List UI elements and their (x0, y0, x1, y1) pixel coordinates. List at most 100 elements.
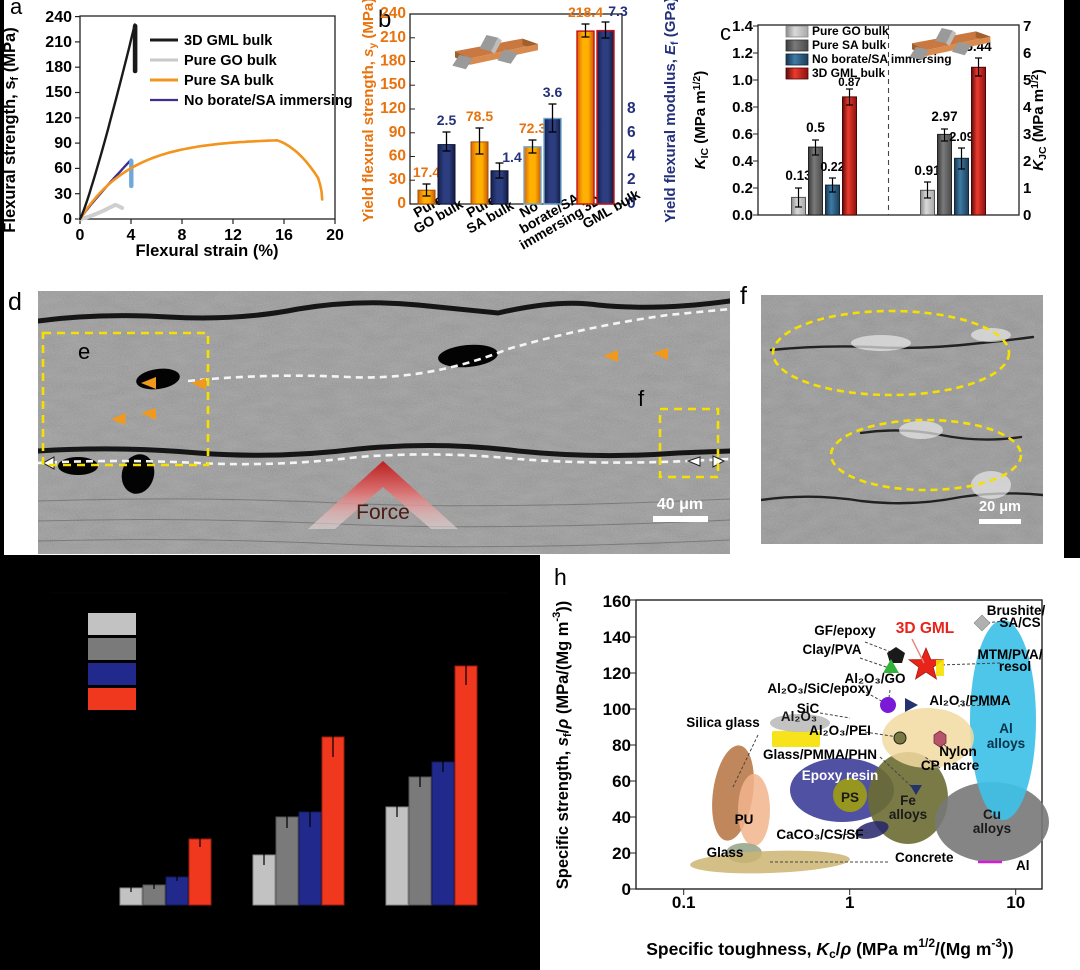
svg-text:GF/epoxy: GF/epoxy (814, 623, 876, 638)
svg-text:Specific strength, sf/ρ (MPa/(: Specific strength, sf/ρ (MPa/(Mg m-3)) (551, 601, 574, 889)
svg-text:Pure SA bulk: Pure SA bulk (142, 641, 235, 658)
svg-text:7.3: 7.3 (608, 3, 628, 19)
svg-text:0.4 MPa: 0.4 MPa (128, 910, 180, 926)
svg-text:20: 20 (29, 818, 46, 835)
svg-text:Flexural strength, sf (MPa): Flexural strength, sf (MPa) (1, 27, 21, 232)
svg-text:4: 4 (127, 227, 136, 244)
svg-text:f: f (638, 386, 645, 411)
svg-text:140: 140 (603, 628, 631, 647)
svg-text:6.0 MPa: 6.0 MPa (394, 910, 446, 926)
svg-text:40: 40 (29, 744, 46, 761)
svg-text:a: a (10, 0, 23, 19)
svg-text:1.0: 1.0 (732, 72, 753, 89)
svg-text:7: 7 (1023, 18, 1031, 35)
svg-text:Concrete: Concrete (895, 850, 954, 865)
svg-text:PS: PS (841, 790, 859, 805)
svg-text:50: 50 (29, 707, 46, 724)
svg-text:e: e (78, 339, 90, 364)
svg-text:Nylon: Nylon (939, 744, 977, 759)
svg-text:CaCO₃/CS/SF: CaCO₃/CS/SF (776, 827, 863, 842)
svg-text:Yield flexural strength, sy (M: Yield flexural strength, sy (MPa) (360, 0, 379, 222)
svg-text:h: h (554, 564, 567, 590)
svg-text:10: 10 (1006, 893, 1025, 912)
svg-text:210: 210 (380, 29, 406, 46)
svg-text:Clay/PVA: Clay/PVA (802, 642, 861, 657)
svg-text:f: f (740, 282, 747, 310)
svg-text:150: 150 (45, 84, 72, 101)
svg-text:8: 8 (627, 100, 636, 117)
svg-text:30: 30 (54, 186, 72, 203)
svg-text:CP nacre: CP nacre (921, 758, 980, 773)
svg-text:180: 180 (380, 53, 406, 70)
svg-text:KIC (MPa m1/2): KIC (MPa m1/2) (691, 71, 711, 169)
svg-text:240: 240 (45, 9, 72, 26)
svg-text:Epoxy resin: Epoxy resin (802, 768, 879, 783)
svg-text:1.4: 1.4 (502, 149, 522, 165)
svg-text:Glass/PMMA/PHN: Glass/PMMA/PHN (763, 747, 877, 762)
svg-text:90: 90 (54, 135, 72, 152)
svg-text:Force: Force (356, 501, 410, 524)
svg-text:30: 30 (29, 781, 46, 798)
svg-text:0.8: 0.8 (732, 99, 753, 116)
svg-text:0.5: 0.5 (806, 120, 825, 135)
svg-text:17.4: 17.4 (413, 164, 440, 180)
svg-text:60: 60 (612, 772, 631, 791)
svg-text:120: 120 (45, 110, 72, 127)
svg-text:40: 40 (612, 808, 631, 827)
svg-text:3D GML bulk: 3D GML bulk (142, 691, 234, 708)
svg-text:No borate/SA immersing: No borate/SA immersing (142, 666, 316, 683)
svg-text:3D GML: 3D GML (896, 620, 955, 637)
svg-text:90: 90 (389, 124, 406, 141)
svg-text:60: 60 (54, 160, 72, 177)
svg-text:Yield flexural modulus, Ef (GP: Yield flexural modulus, Ef (GPa) (662, 0, 681, 223)
svg-text:0: 0 (1023, 207, 1031, 224)
svg-text:Al: Al (1016, 858, 1030, 873)
svg-text:1.2: 1.2 (732, 45, 753, 62)
svg-text:0.1: 0.1 (672, 893, 696, 912)
svg-text:210: 210 (45, 34, 72, 51)
svg-text:120: 120 (380, 100, 406, 117)
svg-text:Al₂O₃/GO: Al₂O₃/GO (845, 671, 906, 686)
svg-text:10: 10 (29, 855, 46, 872)
svg-text:3D GML bulk: 3D GML bulk (184, 33, 273, 49)
svg-text:180: 180 (45, 59, 72, 76)
svg-text:0.0: 0.0 (732, 207, 753, 224)
svg-text:0: 0 (622, 880, 631, 899)
svg-text:100: 100 (603, 700, 631, 719)
svg-text:Pure GO bulk: Pure GO bulk (142, 616, 239, 633)
svg-text:Pure GO bulk: Pure GO bulk (184, 53, 278, 69)
svg-text:1.4: 1.4 (732, 18, 754, 35)
svg-text:4: 4 (627, 148, 636, 165)
svg-text:2.5: 2.5 (437, 112, 457, 128)
svg-text:KJC (MPa m1/2): KJC (MPa m1/2) (1029, 69, 1049, 170)
svg-text:60: 60 (29, 670, 46, 687)
svg-text:0.6: 0.6 (732, 126, 753, 143)
svg-text:2.5 MPa: 2.5 MPa (261, 910, 313, 926)
svg-text:120: 120 (603, 664, 631, 683)
svg-text:0: 0 (63, 211, 72, 228)
svg-text:d: d (8, 288, 22, 316)
svg-text:Fe: Fe (900, 793, 916, 808)
svg-text:160: 160 (603, 592, 631, 611)
svg-text:80: 80 (612, 736, 631, 755)
svg-text:resol: resol (999, 659, 1031, 674)
svg-text:Cu: Cu (983, 807, 1001, 822)
svg-text:1: 1 (845, 893, 854, 912)
svg-text:3D GML bulk: 3D GML bulk (812, 66, 885, 80)
svg-text:Silica glass: Silica glass (686, 715, 760, 730)
svg-text:Pressure resistance (kPa): Pressure resistance (kPa) (1, 664, 17, 835)
svg-text:2.97: 2.97 (931, 109, 957, 124)
svg-text:0: 0 (76, 227, 85, 244)
svg-text:0: 0 (38, 892, 46, 909)
svg-text:Flexural strain (%): Flexural strain (%) (135, 242, 278, 260)
svg-text:c: c (720, 20, 731, 45)
svg-text:30: 30 (389, 171, 406, 188)
svg-text:1: 1 (1023, 180, 1031, 197)
svg-text:Glass: Glass (707, 845, 744, 860)
svg-text:Specific toughness, Kc/ρ (MPa: Specific toughness, Kc/ρ (MPa m1/2/(Mg m… (646, 936, 1014, 961)
svg-text:alloys: alloys (889, 807, 927, 822)
svg-text:20 μm: 20 μm (979, 499, 1021, 515)
svg-text:0.2: 0.2 (732, 180, 753, 197)
svg-text:Drive pressure (Pa): Drive pressure (Pa) (207, 937, 354, 954)
svg-text:SA/CS: SA/CS (999, 615, 1040, 630)
